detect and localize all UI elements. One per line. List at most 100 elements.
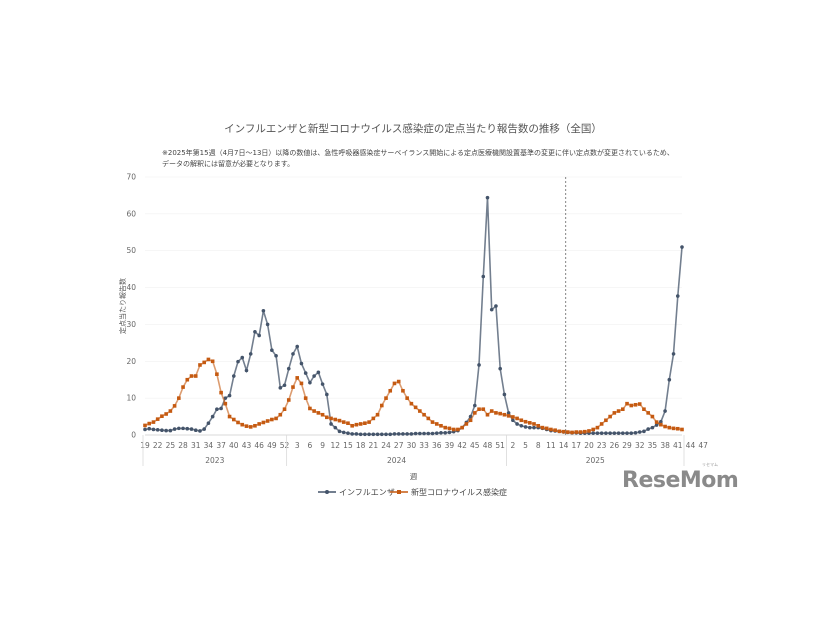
data-point xyxy=(642,429,646,434)
data-point xyxy=(215,372,219,376)
x-tick-label: 17 xyxy=(572,441,582,450)
data-point xyxy=(363,421,367,426)
data-point xyxy=(413,431,418,436)
x-tick-label: 8 xyxy=(536,441,541,450)
chart-note: ※2025年第15週（4月7日〜13日）以降の数値は、急性呼吸器感染症サーベイラ… xyxy=(162,148,674,170)
y-axis-ticks: 0 10 20 30 40 50 60 70 定点当たり報告数 xyxy=(118,173,136,440)
data-point xyxy=(341,430,346,435)
data-point xyxy=(219,390,223,395)
data-point xyxy=(248,352,253,356)
data-point xyxy=(168,409,173,413)
data-point xyxy=(625,431,629,435)
x-tick-label: 22 xyxy=(153,441,163,450)
data-point xyxy=(261,308,266,313)
data-point xyxy=(646,411,650,415)
x-tick-label: 30 xyxy=(407,441,417,450)
x-tick-label: 19 xyxy=(140,441,150,450)
data-point xyxy=(367,432,371,437)
data-point xyxy=(363,432,367,437)
data-point xyxy=(616,431,621,435)
x-tick-label: 46 xyxy=(254,441,264,450)
data-point xyxy=(274,353,278,358)
data-point xyxy=(278,386,283,390)
data-point xyxy=(375,432,380,437)
data-point xyxy=(599,422,604,426)
data-point xyxy=(206,421,211,426)
x-tick-label: 12 xyxy=(331,441,341,450)
legend-marker xyxy=(325,490,329,494)
data-point xyxy=(608,431,612,435)
data-point xyxy=(578,430,583,434)
x-tick-label: 35 xyxy=(648,441,658,450)
data-point xyxy=(523,419,528,424)
data-point xyxy=(257,422,261,426)
gridlines xyxy=(145,176,682,399)
data-point xyxy=(308,406,312,411)
data-point xyxy=(202,427,206,431)
data-point xyxy=(189,427,194,431)
data-point xyxy=(439,423,443,428)
data-point xyxy=(616,409,621,413)
data-point xyxy=(659,419,663,424)
data-point xyxy=(371,432,376,437)
legend-label: 新型コロナウイルス感染症 xyxy=(411,487,507,497)
data-point xyxy=(227,393,232,398)
data-point xyxy=(354,422,359,427)
data-point xyxy=(612,431,617,435)
data-point xyxy=(236,420,240,425)
series-layer xyxy=(143,195,684,437)
year-label: 2024 xyxy=(387,456,406,465)
data-point xyxy=(350,432,354,436)
data-point xyxy=(248,425,253,429)
x-tick-label: 27 xyxy=(394,441,404,450)
data-point xyxy=(443,430,448,435)
data-point xyxy=(654,423,659,427)
data-point xyxy=(143,427,147,432)
x-tick-label: 28 xyxy=(178,441,188,450)
data-point xyxy=(392,432,397,436)
data-point xyxy=(418,431,422,436)
x-tick-label: 44 xyxy=(686,441,696,450)
data-point xyxy=(434,422,439,426)
data-point xyxy=(202,360,206,365)
x-tick-label: 39 xyxy=(445,441,455,450)
data-point xyxy=(629,431,634,435)
data-point xyxy=(481,407,486,411)
data-point xyxy=(574,430,579,434)
x-tick-label: 2 xyxy=(510,441,515,450)
data-point xyxy=(286,398,291,402)
data-point xyxy=(257,333,261,338)
data-point xyxy=(231,417,236,422)
data-point xyxy=(375,412,380,417)
data-point xyxy=(625,401,629,406)
data-point xyxy=(422,431,426,436)
y-tick-label: 0 xyxy=(131,431,136,440)
legend-marker xyxy=(397,490,401,494)
data-point xyxy=(621,407,625,411)
chart-note-line: データの解釈には留意が必要となります。 xyxy=(162,160,295,168)
x-tick-label: 38 xyxy=(660,441,670,450)
x-tick-label: 43 xyxy=(242,441,252,450)
data-point xyxy=(511,418,515,423)
x-tick-label: 23 xyxy=(597,441,607,450)
data-point xyxy=(434,431,439,435)
data-point xyxy=(447,430,452,435)
data-point xyxy=(223,401,228,406)
data-point xyxy=(523,425,528,429)
data-point xyxy=(595,425,600,430)
data-point xyxy=(426,416,431,421)
data-point xyxy=(637,430,642,434)
data-point xyxy=(604,418,608,423)
data-point xyxy=(519,423,524,428)
data-point xyxy=(240,422,245,427)
chart-title: インフルエンザと新型コロナウイルス感染症の定点当たり報告数の推移（全国） xyxy=(224,123,602,135)
data-point xyxy=(447,426,452,431)
data-point xyxy=(172,404,177,408)
data-point xyxy=(515,416,519,421)
x-tick-label: 18 xyxy=(356,441,366,450)
data-point xyxy=(532,422,536,426)
data-point xyxy=(532,425,536,430)
data-point xyxy=(198,429,202,433)
data-point xyxy=(172,427,177,431)
